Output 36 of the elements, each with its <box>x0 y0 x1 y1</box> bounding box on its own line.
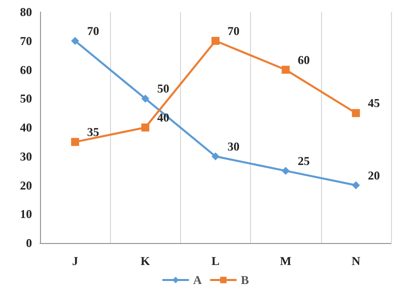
x-tick-label: M <box>280 254 292 268</box>
y-tick-label: 40 <box>20 120 32 134</box>
point <box>352 109 360 118</box>
x-tick-label: L <box>211 254 220 268</box>
y-tick-label: 60 <box>20 62 32 77</box>
data-label: 50 <box>157 82 170 96</box>
point <box>71 138 80 146</box>
y-tick-label: 50 <box>20 92 32 106</box>
data-label: 20 <box>368 168 380 182</box>
point <box>141 124 150 132</box>
data-label: 70 <box>228 24 240 38</box>
y-tick-label: 0 <box>26 236 32 250</box>
data-label: 25 <box>298 154 310 168</box>
point <box>212 36 220 45</box>
data-label: 30 <box>228 139 240 154</box>
data-label: 45 <box>368 96 380 110</box>
point <box>282 166 290 175</box>
y-tick-label: 80 <box>20 5 32 19</box>
y-tick-label: 20 <box>20 178 32 192</box>
x-tick-label: N <box>352 254 361 268</box>
legend-label: A <box>193 273 202 287</box>
point <box>71 36 80 45</box>
data-label: 70 <box>87 24 100 38</box>
point <box>141 94 150 103</box>
x-tick-label: K <box>140 254 151 268</box>
point <box>352 181 360 190</box>
data-label: 60 <box>298 52 310 67</box>
x-tick-label: J <box>72 254 78 268</box>
y-tick-label: 70 <box>20 34 32 48</box>
point <box>212 152 220 160</box>
legend-label: B <box>240 273 249 287</box>
y-tick-label: 10 <box>20 207 32 222</box>
data-label: 35 <box>87 124 100 139</box>
point <box>282 66 290 74</box>
y-tick-label: 30 <box>20 149 32 164</box>
data-label: 40 <box>157 110 170 124</box>
